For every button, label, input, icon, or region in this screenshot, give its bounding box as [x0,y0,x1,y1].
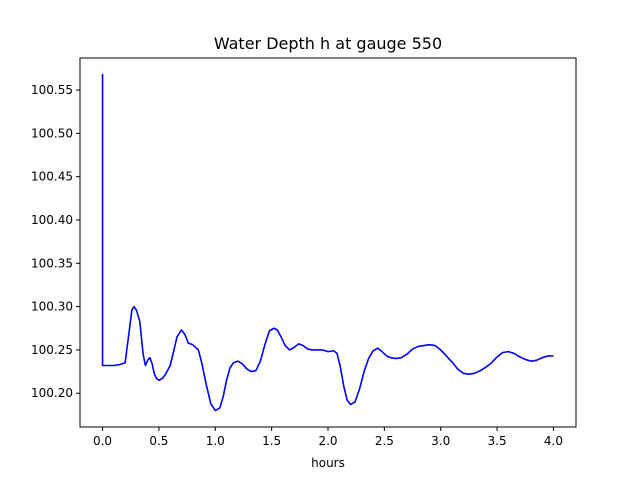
plot-area [101,73,554,412]
x-tick-label: 1.5 [262,434,281,448]
x-tick-label: 2.0 [318,434,337,448]
series-line-0 [101,73,554,412]
x-tick-label: 0.5 [149,434,168,448]
x-axis-label: hours [311,456,345,470]
y-tick-label: 100.45 [31,170,73,184]
x-tick-label: 4.0 [544,434,563,448]
x-tick-label: 3.5 [488,434,507,448]
x-axis: 0.0 0.5 1.0 1.5 2.0 2.5 3.0 3.5 4.0 [93,427,563,448]
x-tick-label: 2.5 [375,434,394,448]
plot-frame [79,57,577,428]
y-tick-label: 100.25 [31,343,73,357]
x-tick-label: 1.0 [206,434,225,448]
y-tick-label: 100.55 [31,83,73,97]
y-tick-label: 100.40 [31,213,73,227]
y-tick-label: 100.50 [31,126,73,140]
chart-title: Water Depth h at gauge 550 [214,34,442,53]
y-tick-label: 100.35 [31,256,73,270]
x-tick-label: 3.0 [431,434,450,448]
y-tick-label: 100.30 [31,300,73,314]
y-axis: 100.20 100.25 100.30 100.35 100.40 100.45 100.… [31,83,80,400]
y-tick-label: 100.20 [31,386,73,400]
x-tick-label: 0.0 [93,434,112,448]
